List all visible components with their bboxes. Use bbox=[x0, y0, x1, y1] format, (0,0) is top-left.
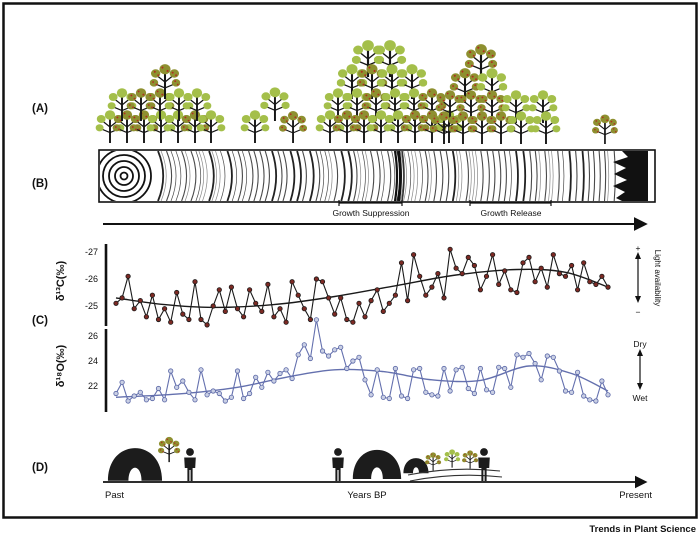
d18o-series bbox=[113, 317, 611, 404]
d13c-tick--25: -25 bbox=[85, 301, 98, 311]
arrow-down-icon bbox=[637, 383, 643, 390]
cultivation-field-lines bbox=[407, 468, 503, 482]
light-minus-sign: − bbox=[636, 307, 641, 317]
tree-rings bbox=[157, 151, 616, 201]
growth-release-bracket bbox=[469, 200, 552, 206]
d13c-series bbox=[113, 246, 611, 328]
d13c-tick--27: -27 bbox=[85, 247, 98, 257]
panel-a-label: (A) bbox=[32, 103, 48, 115]
dry-label: Dry bbox=[633, 339, 647, 349]
panel-d-label: (D) bbox=[32, 462, 48, 474]
arrow-up-icon bbox=[637, 349, 643, 356]
wet-label: Wet bbox=[633, 393, 649, 403]
panel-c-label: (C) bbox=[32, 315, 48, 327]
years-bp-label: Years BP bbox=[347, 490, 386, 501]
panel-b: (B) Growth Suppression Growth Release bbox=[32, 149, 656, 231]
d13c-axis-title: δ¹³C(‰) bbox=[55, 261, 67, 302]
arrow-up-icon bbox=[635, 252, 641, 259]
growth-release-label: Growth Release bbox=[481, 208, 542, 218]
d18o-axis-title: δ¹⁸O(‰) bbox=[55, 344, 67, 387]
light-availability-label: Light availability bbox=[653, 250, 662, 306]
d13c-tick--26: -26 bbox=[85, 274, 98, 284]
d18o-tick-26: 26 bbox=[88, 331, 98, 341]
dry-wet-annotation: Dry Wet bbox=[633, 339, 649, 403]
present-label: Present bbox=[619, 490, 652, 501]
panel-d: (D) Past Years BP Present bbox=[32, 436, 652, 501]
light-plus-sign: + bbox=[636, 243, 641, 253]
d18o-tick-22: 22 bbox=[88, 381, 98, 391]
pith-rings-icon bbox=[100, 151, 152, 201]
bark-edge-icon bbox=[613, 151, 648, 201]
light-availability-annotation: + − Light availability bbox=[635, 243, 662, 317]
core-frame bbox=[98, 149, 656, 203]
panel-a: (A) bbox=[32, 39, 618, 145]
d18o-tick-24: 24 bbox=[88, 356, 98, 366]
past-label: Past bbox=[105, 490, 124, 501]
growth-suppression-bracket bbox=[338, 200, 403, 206]
journal-name: Trends in Plant Science bbox=[589, 524, 696, 535]
d13c-chart: δ¹³C(‰) -27 -26 -25 + − Light availabili… bbox=[55, 243, 662, 328]
panel-c: (C) δ¹³C(‰) -27 -26 -25 + − Light availa… bbox=[32, 243, 662, 412]
arrow-down-icon bbox=[635, 296, 641, 303]
d18o-chart: δ¹⁸O(‰) 26 24 22 Dry Wet bbox=[55, 317, 649, 412]
tree-ring-core-illustration bbox=[98, 149, 656, 203]
panel-b-label: (B) bbox=[32, 178, 48, 190]
growth-suppression-label: Growth Suppression bbox=[332, 208, 409, 218]
